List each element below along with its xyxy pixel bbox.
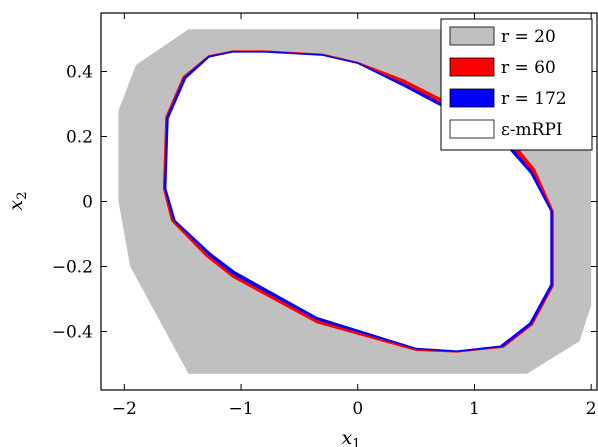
y-tick-label: −0.4 [52,323,93,343]
x-tick-label: −2 [112,399,137,419]
axis-ticks [101,13,597,390]
legend-swatch [449,26,495,46]
legend-label: r = 20 [501,27,556,47]
x-axis-label: x1 [342,427,361,447]
x-tick-label: −1 [229,399,254,419]
x-tick-label: 0 [352,399,363,419]
y-axis-label: x2 [5,192,30,211]
legend: r = 20 r = 60 r = 172 ε-mRPI [440,18,593,151]
legend-label: r = 60 [501,58,556,78]
x-axis-label-sub: 1 [352,437,360,447]
y-tick-label: 0.2 [66,128,93,148]
legend-swatch [449,88,495,108]
y-axis-label-sub: 2 [15,192,30,200]
tick-labels: −2 −1 0 1 2 −0.4 −0.2 0 0.2 0.4 [52,63,597,420]
y-tick-label: 0 [82,193,93,213]
y-tick-label: 0.4 [66,63,93,83]
x-tick-label: 2 [586,399,597,419]
y-axis-label-base: x [5,200,27,211]
legend-label: ε-mRPI [501,120,563,140]
x-tick-label: 1 [469,399,480,419]
y-tick-label: −0.2 [52,258,93,278]
legend-swatch [449,119,495,139]
legend-label: r = 172 [501,89,567,109]
x-axis-label-base: x [342,427,353,447]
legend-swatch [449,57,495,77]
legend-items: r = 20 r = 60 r = 172 ε-mRPI [449,26,567,140]
